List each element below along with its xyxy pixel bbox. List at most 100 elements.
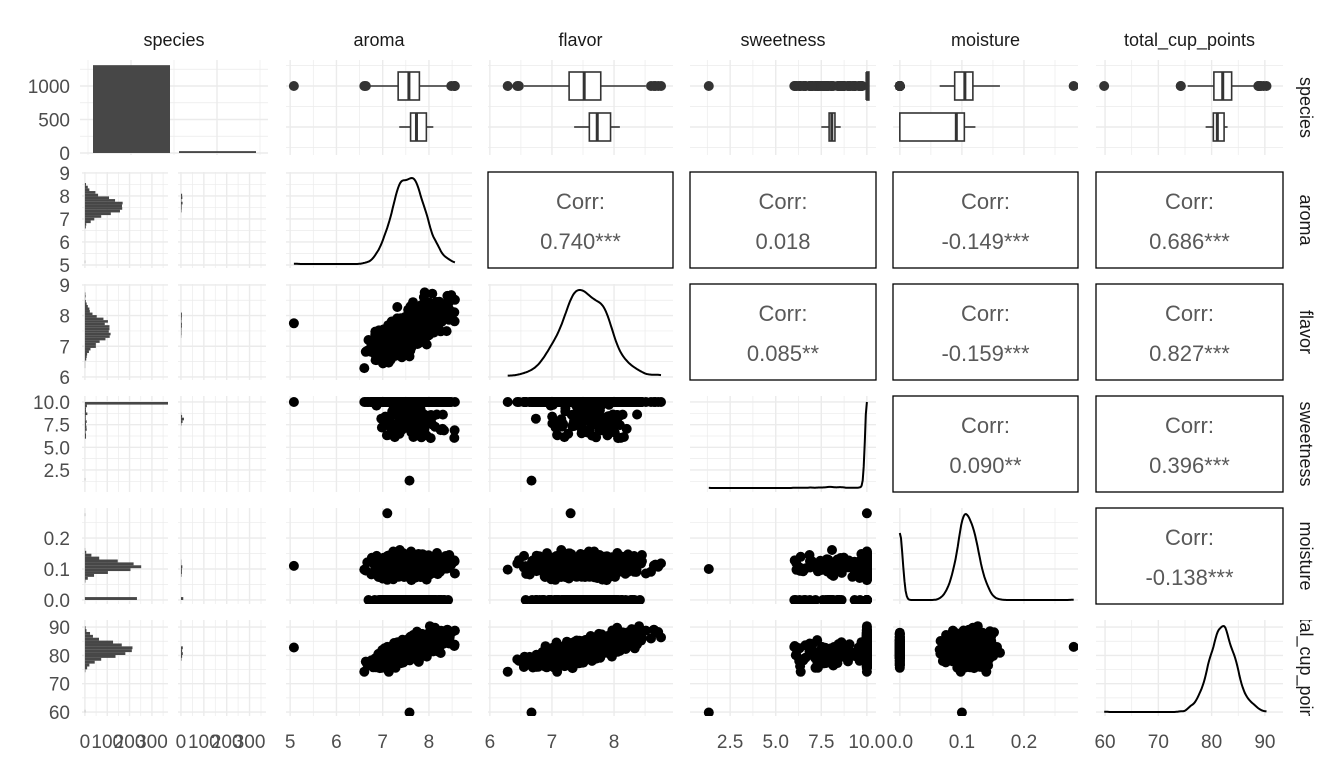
histogram-bar [85,308,89,311]
scatter-panel-flavor-vs-aroma [286,284,472,380]
corr-value: 0.686*** [1149,229,1230,254]
data-point [423,414,433,424]
corr-label: Corr: [759,189,808,214]
data-point [423,311,433,321]
data-point [289,397,299,407]
histogram-bar [181,565,182,568]
density-curve [709,402,867,488]
histogram-bar [85,412,87,415]
species-bar-panel [80,60,268,155]
box [589,113,610,141]
corr-label: Corr: [759,301,808,326]
outlier-point [798,81,808,91]
data-point [359,363,369,373]
histogram-bar [85,418,86,421]
histogram-bar [85,577,88,580]
data-point [408,297,418,307]
histogram-bar [85,557,99,560]
histogram-bar [85,574,94,577]
histogram-bar [181,325,182,328]
boxplot [900,113,976,141]
histogram-bar [181,204,182,207]
histogram-panel-arabica [82,284,168,380]
corr-value: 0.018 [755,229,810,254]
bar-robusta [179,151,256,153]
corr-label: Corr: [961,189,1010,214]
density-curve [508,290,661,376]
corr-label: Corr: [961,413,1010,438]
data-point [446,290,456,300]
histogram-bar [85,328,110,331]
histogram-bar [85,353,87,356]
corr-value: 0.085** [747,341,820,366]
data-point [400,420,410,430]
corr-box-aroma-sweetness: Corr: 0.018 [690,172,876,268]
corr-box-flavor-sweetness: Corr: 0.085** [690,284,876,380]
corr-box-flavor-total_cup_points: Corr:0.827*** [1096,284,1283,380]
data-point [594,397,604,407]
histogram-bar [85,318,104,321]
data-point [449,433,459,443]
corr-value: -0.159*** [941,341,1030,366]
scatter-panel-moisture-vs-aroma [286,508,472,605]
boxplot-panel-total_cup_points [1096,60,1283,155]
boxplot-panel-aroma [286,60,472,155]
histogram-bar [181,420,183,423]
corr-value: 0.090** [949,453,1022,478]
histogram-panel-robusta [178,172,266,268]
histogram-bar [85,423,86,426]
corr-value: 0.396*** [1149,453,1230,478]
data-point [421,397,431,407]
data-point [566,397,576,407]
data-point [531,397,541,407]
density-panel-aroma [286,172,472,268]
outlier-point [503,81,513,91]
histogram-bar [85,207,122,210]
histogram-panel-arabica [82,508,168,604]
histogram-bar [85,215,101,218]
histogram-bar [85,571,108,574]
corr-label: Corr: [1165,413,1214,438]
density-panel-sweetness [690,396,876,492]
outlier-point [289,81,299,91]
histogram-bar [85,310,90,313]
histogram-bar [85,325,110,328]
data-point [441,397,451,407]
histogram-bar [85,305,88,308]
corr-label: Corr: [961,301,1010,326]
histogram-panel-robusta [178,284,266,380]
histogram-bar [181,323,182,326]
data-point [571,411,581,421]
histogram-bar [85,338,106,341]
data-point [563,429,573,439]
density-curve [294,178,455,264]
histogram-bar [85,330,109,333]
histogram-bar [85,554,91,557]
scatter-panel-sweetness-vs-flavor [488,396,673,492]
boxplot [399,113,433,141]
histogram-bar [85,295,86,298]
data-point [427,289,437,299]
histogram-bar [85,212,111,215]
data-point [400,327,410,337]
data-point [289,318,299,328]
histogram-bar [85,358,86,361]
histogram-bar [85,199,115,202]
outlier-point [807,81,817,91]
box [900,113,965,141]
histogram-bar [85,202,123,205]
corr-box-flavor-moisture: Corr: -0.159*** [893,284,1078,380]
histogram-bar [85,551,86,554]
histogram-bar [85,313,93,316]
histogram-bar [181,196,182,199]
histogram-bar [85,218,94,221]
boxplot [503,72,666,100]
histogram-bar [85,320,108,323]
histogram-bar [85,335,110,338]
histogram-bar [85,415,86,418]
data-point [395,429,405,439]
data-point [607,397,617,407]
histogram-panel-arabica [82,396,361,492]
corr-label: Corr: [1165,301,1214,326]
